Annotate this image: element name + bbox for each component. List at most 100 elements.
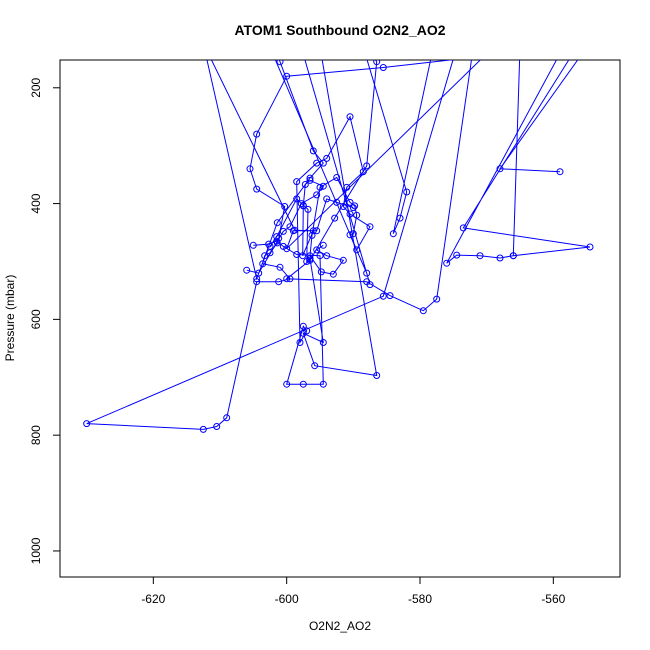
chart-title: ATOM1 Southbound O2N2_AO2 bbox=[234, 22, 445, 38]
data-point bbox=[319, 182, 327, 190]
series-7 bbox=[366, 60, 432, 238]
data-point bbox=[373, 372, 381, 379]
series-1 bbox=[83, 60, 472, 433]
data-point bbox=[339, 256, 347, 264]
data-point bbox=[403, 188, 411, 196]
data-point bbox=[306, 174, 314, 182]
series-layer bbox=[83, 60, 594, 433]
data-point bbox=[323, 252, 331, 260]
y-axis-label: Pressure (mbar) bbox=[3, 275, 17, 362]
data-point bbox=[293, 178, 301, 186]
series-line bbox=[206, 60, 324, 281]
data-point bbox=[266, 242, 274, 250]
data-point bbox=[246, 165, 254, 173]
series-line bbox=[304, 60, 371, 285]
x-tick-label: -620 bbox=[141, 592, 165, 606]
series-line bbox=[446, 60, 591, 264]
data-point bbox=[331, 214, 339, 222]
data-point bbox=[329, 270, 337, 278]
data-point bbox=[261, 252, 269, 260]
data-point bbox=[353, 211, 361, 219]
data-point bbox=[223, 414, 231, 422]
data-point bbox=[351, 202, 359, 210]
data-point bbox=[316, 183, 324, 191]
data-point bbox=[443, 259, 451, 267]
x-axis-label: O2N2_AO2 bbox=[309, 619, 371, 633]
data-point bbox=[255, 269, 263, 277]
data-point bbox=[83, 420, 91, 428]
data-point bbox=[293, 251, 301, 258]
data-point bbox=[299, 380, 307, 388]
data-point bbox=[301, 181, 309, 188]
data-point bbox=[496, 254, 504, 262]
data-point bbox=[289, 227, 297, 235]
data-point bbox=[313, 246, 321, 254]
data-point bbox=[293, 195, 301, 203]
data-point bbox=[313, 227, 321, 235]
series-line bbox=[499, 60, 579, 173]
data-point bbox=[313, 159, 321, 167]
plot-frame bbox=[59, 59, 621, 578]
data-point bbox=[586, 243, 594, 251]
data-point bbox=[276, 263, 284, 271]
data-point bbox=[396, 214, 404, 222]
data-point bbox=[323, 195, 331, 203]
data-point bbox=[346, 231, 354, 239]
data-point bbox=[349, 204, 357, 212]
y-tick-label: 400 bbox=[29, 193, 43, 213]
data-point bbox=[296, 339, 304, 346]
y-tick-label: 800 bbox=[29, 425, 43, 445]
series-11 bbox=[283, 60, 481, 253]
data-point bbox=[509, 252, 517, 260]
series-line bbox=[366, 60, 432, 234]
data-point bbox=[249, 241, 257, 249]
y-tick-label: 1000 bbox=[29, 537, 43, 564]
data-point bbox=[379, 292, 387, 300]
data-point bbox=[283, 245, 291, 253]
data-point bbox=[373, 60, 381, 66]
data-point bbox=[556, 168, 564, 176]
data-point bbox=[333, 174, 341, 181]
data-point bbox=[273, 219, 281, 227]
data-point bbox=[366, 281, 374, 289]
data-point bbox=[306, 176, 314, 184]
data-point bbox=[346, 113, 354, 121]
series-9 bbox=[443, 60, 594, 267]
data-point bbox=[476, 252, 484, 260]
data-point bbox=[304, 205, 312, 213]
series-4 bbox=[249, 60, 374, 388]
data-point bbox=[363, 269, 371, 277]
data-point bbox=[316, 252, 324, 260]
data-point bbox=[303, 258, 311, 265]
series-line bbox=[269, 60, 378, 377]
data-point bbox=[319, 339, 327, 346]
data-point bbox=[283, 275, 291, 283]
data-point bbox=[389, 230, 397, 238]
data-point bbox=[319, 380, 327, 388]
data-point bbox=[323, 154, 331, 162]
series-line bbox=[86, 60, 472, 430]
data-point bbox=[286, 275, 294, 283]
data-point bbox=[319, 241, 327, 249]
data-point bbox=[366, 223, 374, 231]
data-point bbox=[243, 266, 251, 274]
data-point bbox=[299, 329, 307, 337]
series-2 bbox=[206, 60, 327, 283]
data-point bbox=[253, 185, 261, 193]
series-line bbox=[286, 60, 481, 250]
x-tick-label: -580 bbox=[408, 592, 432, 606]
series-line bbox=[512, 60, 521, 256]
data-point bbox=[317, 268, 325, 276]
data-point bbox=[275, 278, 283, 286]
data-point bbox=[453, 251, 461, 259]
y-axis: 200 400 600 800 1000 bbox=[29, 77, 60, 564]
series-8 bbox=[496, 60, 579, 176]
x-tick-label: -600 bbox=[275, 592, 299, 606]
x-tick-label: -560 bbox=[541, 592, 565, 606]
data-point bbox=[299, 322, 307, 330]
data-point bbox=[297, 200, 305, 208]
data-point bbox=[433, 295, 441, 303]
series-6 bbox=[266, 60, 381, 379]
